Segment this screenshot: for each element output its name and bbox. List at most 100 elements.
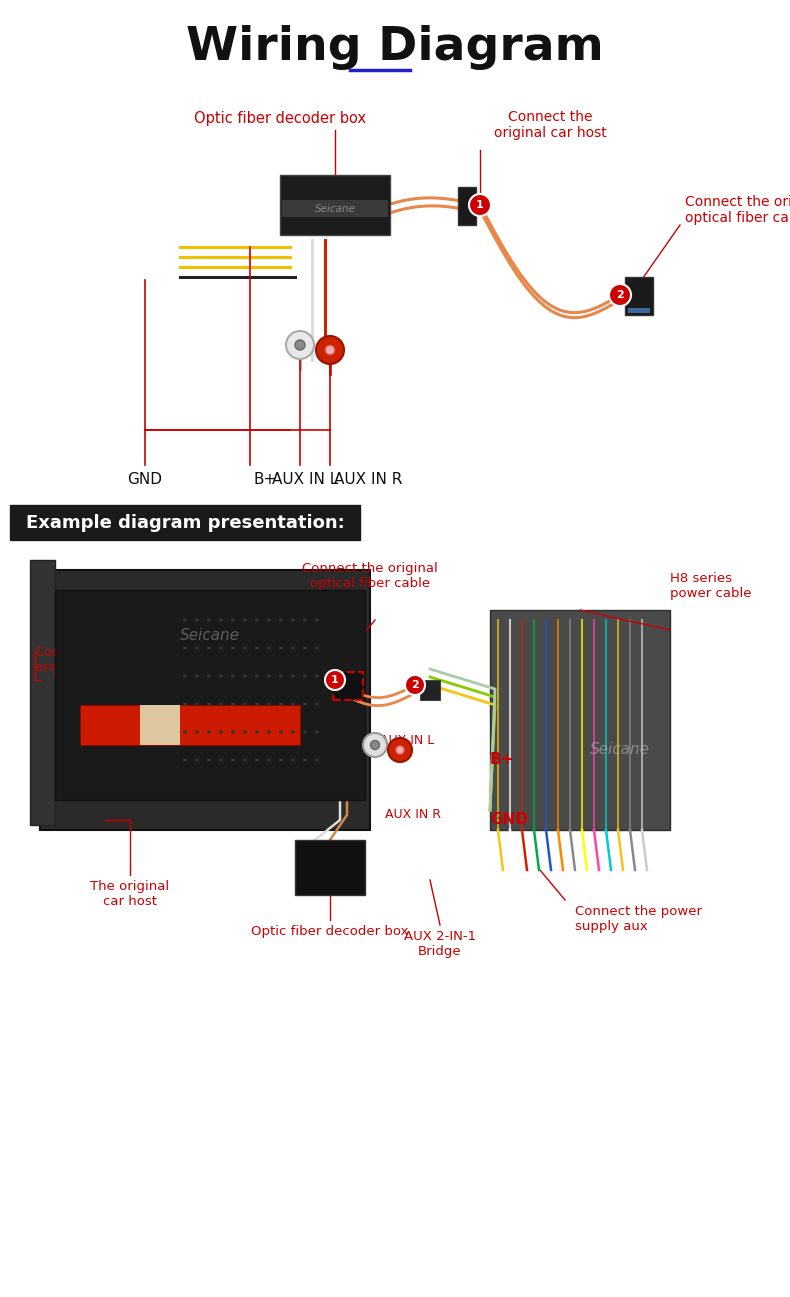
Bar: [40, 569, 370, 830]
Text: H8 series
power cable: H8 series power cable: [670, 572, 751, 601]
Bar: [625, 278, 653, 315]
Circle shape: [315, 759, 319, 761]
Circle shape: [279, 646, 283, 650]
Circle shape: [292, 674, 295, 678]
Circle shape: [303, 730, 307, 734]
Text: Connect the
original car host: Connect the original car host: [35, 646, 143, 674]
Circle shape: [231, 619, 235, 621]
Circle shape: [255, 619, 259, 621]
Bar: [140, 706, 180, 744]
Circle shape: [183, 619, 186, 621]
Circle shape: [303, 759, 307, 761]
Text: Seicane: Seicane: [590, 742, 650, 757]
Circle shape: [315, 674, 319, 678]
Text: AUX IN L: AUX IN L: [272, 472, 338, 488]
Circle shape: [231, 702, 235, 706]
Text: Wiring Diagram: Wiring Diagram: [186, 26, 604, 70]
Circle shape: [267, 759, 271, 761]
Circle shape: [279, 619, 283, 621]
Circle shape: [292, 646, 295, 650]
Text: GND: GND: [127, 472, 163, 488]
Circle shape: [292, 702, 295, 706]
Circle shape: [363, 733, 387, 757]
Circle shape: [231, 730, 235, 734]
Bar: [10, 505, 360, 540]
Circle shape: [267, 619, 271, 621]
Circle shape: [243, 759, 246, 761]
Circle shape: [316, 336, 344, 364]
Circle shape: [292, 730, 295, 734]
Circle shape: [243, 619, 246, 621]
Circle shape: [303, 674, 307, 678]
Circle shape: [279, 674, 283, 678]
Circle shape: [207, 674, 211, 678]
Text: Seicane: Seicane: [314, 204, 356, 214]
Circle shape: [303, 702, 307, 706]
Bar: [333, 672, 363, 700]
Circle shape: [219, 674, 223, 678]
Text: B+: B+: [490, 752, 514, 768]
Circle shape: [315, 730, 319, 734]
Text: Connect the original
optical fiber cable: Connect the original optical fiber cable: [685, 195, 790, 226]
Circle shape: [295, 340, 305, 350]
Circle shape: [255, 730, 259, 734]
Text: B+: B+: [254, 472, 276, 488]
Circle shape: [219, 702, 223, 706]
Circle shape: [183, 646, 186, 650]
Circle shape: [315, 619, 319, 621]
Circle shape: [231, 646, 235, 650]
Circle shape: [207, 730, 211, 734]
Circle shape: [243, 730, 246, 734]
Circle shape: [315, 702, 319, 706]
Text: Optic fiber decoder box: Optic fiber decoder box: [251, 925, 408, 938]
Circle shape: [371, 741, 379, 750]
Circle shape: [388, 738, 412, 763]
Circle shape: [231, 759, 235, 761]
Circle shape: [325, 345, 335, 355]
Text: The original
car host: The original car host: [90, 879, 170, 908]
Text: Optic fiber decoder box: Optic fiber decoder box: [194, 110, 366, 126]
Circle shape: [243, 674, 246, 678]
Circle shape: [219, 730, 223, 734]
Bar: [490, 610, 670, 830]
Circle shape: [255, 674, 259, 678]
Circle shape: [207, 646, 211, 650]
Text: Connect the power
supply aux: Connect the power supply aux: [575, 905, 702, 933]
Text: AUX IN R: AUX IN R: [334, 472, 402, 488]
Circle shape: [255, 702, 259, 706]
Text: AUX 2-IN-1
Bridge: AUX 2-IN-1 Bridge: [404, 930, 476, 958]
Circle shape: [325, 671, 345, 690]
Text: 2: 2: [616, 291, 624, 300]
Circle shape: [183, 759, 186, 761]
Circle shape: [243, 702, 246, 706]
Bar: [295, 840, 365, 895]
Text: AUX IN R: AUX IN R: [385, 808, 441, 821]
Circle shape: [219, 759, 223, 761]
Text: GND: GND: [490, 812, 528, 827]
Circle shape: [195, 674, 199, 678]
Circle shape: [286, 331, 314, 359]
Circle shape: [469, 195, 491, 217]
Bar: [80, 706, 300, 744]
Circle shape: [183, 674, 186, 678]
Circle shape: [195, 759, 199, 761]
Circle shape: [243, 646, 246, 650]
Circle shape: [231, 674, 235, 678]
Circle shape: [207, 619, 211, 621]
Circle shape: [303, 646, 307, 650]
Bar: [628, 307, 650, 313]
Circle shape: [267, 646, 271, 650]
Text: Connect the
original car host: Connect the original car host: [494, 110, 607, 140]
Circle shape: [255, 759, 259, 761]
Text: 1: 1: [331, 674, 339, 685]
Circle shape: [183, 702, 186, 706]
Circle shape: [303, 619, 307, 621]
Circle shape: [183, 730, 186, 734]
Circle shape: [609, 284, 631, 306]
Bar: [282, 200, 388, 217]
Bar: [55, 590, 365, 800]
Circle shape: [219, 619, 223, 621]
Circle shape: [267, 730, 271, 734]
Circle shape: [292, 759, 295, 761]
Bar: [458, 187, 476, 224]
